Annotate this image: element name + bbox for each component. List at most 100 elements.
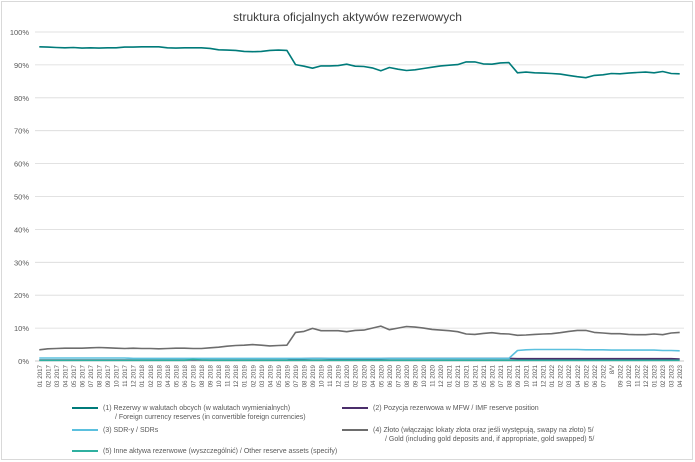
- legend-label-line2: / Foreign currency reserves (in converti…: [115, 414, 306, 421]
- x-tick-label: 04 2023: [677, 364, 684, 387]
- series-line-1: [39, 45, 680, 79]
- x-tick-label: 09 2018: [208, 364, 215, 387]
- series-line-4: [39, 325, 680, 351]
- x-tick-label: 01 2017: [37, 364, 44, 387]
- x-tick-label: 03 2019: [259, 364, 266, 387]
- y-tick-label: 50%: [14, 193, 29, 202]
- x-tick-label: 04 2018: [165, 364, 172, 387]
- x-tick-label: 10 2018: [216, 364, 223, 387]
- x-tick-label: 01 2018: [139, 364, 146, 387]
- x-tick-label: 04 2021: [472, 364, 479, 387]
- chart-title: struktura oficjalnych aktywów rezerwowyc…: [233, 10, 462, 24]
- x-tick-label: 04 2020: [370, 364, 377, 387]
- x-tick-label: 05 2022: [583, 364, 590, 387]
- legend-swatch: [72, 407, 98, 409]
- x-tick-label: 08 2018: [199, 364, 206, 387]
- legend-label: (3) SDR-y / SDRs: [103, 426, 158, 435]
- x-tick-label: 07 2020: [395, 364, 402, 387]
- legend-label: (1) Rezerwy w walutach obcych (w walutac…: [103, 404, 306, 422]
- x-tick-label: 02 2023: [660, 364, 667, 387]
- x-tick-label: 01 2019: [242, 364, 249, 387]
- x-tick-label: 01 2022: [549, 364, 556, 387]
- x-tick-label: 11 2018: [225, 364, 232, 386]
- y-tick-label: 100%: [10, 28, 30, 37]
- y-tick-label: 70%: [14, 127, 29, 136]
- x-tick-label: 01 2020: [344, 364, 351, 387]
- x-tick-label: 08 2019: [301, 364, 308, 387]
- legend-label-line1: (1) Rezerwy w walutach obcych (w walutac…: [103, 405, 291, 412]
- x-tick-label: 03 2023: [669, 364, 676, 387]
- x-tick-label: 08 2021: [506, 364, 513, 387]
- series-line-3: [39, 348, 680, 360]
- y-tick-label: 0%: [18, 357, 29, 366]
- x-tick-label: 01 2023: [652, 364, 659, 387]
- x-tick-label: 12 2019: [336, 364, 343, 387]
- x-tick-label: 07 2021: [498, 364, 505, 387]
- legend-label-line2: / Gold (including gold deposits and, if …: [385, 436, 595, 443]
- x-tick-label: 05 2018: [173, 364, 180, 387]
- x-tick-label: 02 2017: [45, 364, 52, 387]
- x-tick-label: 06 2022: [592, 364, 599, 387]
- x-tick-label: 01 2021: [447, 364, 454, 387]
- x-tick-label: 11 2019: [327, 364, 334, 386]
- y-tick-label: 20%: [14, 291, 29, 300]
- legend-label-line1: (3) SDR-y / SDRs: [103, 427, 159, 434]
- x-tick-label: 02 2022: [558, 364, 565, 387]
- x-tick-label: 10 2021: [524, 364, 531, 387]
- x-tick-label: 02 2019: [250, 364, 257, 387]
- x-tick-label: 06 2021: [489, 364, 496, 387]
- x-tick-label: 12 2020: [438, 364, 445, 387]
- x-tick-label: 11 2021: [532, 364, 539, 386]
- legend-label: (4) Złoto (włączając lokaty złota oraz j…: [373, 426, 594, 444]
- x-tick-label: 10 2019: [319, 364, 326, 387]
- x-tick-label: 03 2017: [54, 364, 61, 387]
- x-tick-label: 05 2021: [481, 364, 488, 387]
- series-line-5: [39, 358, 680, 362]
- x-tick-label: 05 2019: [276, 364, 283, 387]
- x-tick-label: 02 2018: [148, 364, 155, 387]
- x-tick-label: 09 2020: [413, 364, 420, 387]
- x-tick-label: 09 2022: [617, 364, 624, 387]
- x-tick-label: 05 2017: [71, 364, 78, 387]
- x-tick-label: 04 2022: [575, 364, 582, 387]
- x-tick-label: 03 2018: [156, 364, 163, 387]
- x-tick-label: 06 2020: [387, 364, 394, 387]
- x-tick-label: 04 2019: [267, 364, 274, 387]
- legend-label-line1: (2) Pozycja rezerwowa w MFW / IMF reserv…: [373, 405, 539, 412]
- x-tick-label: 12 2022: [643, 364, 650, 387]
- x-tick-label: 12 2021: [541, 364, 548, 387]
- y-tick-label: 60%: [14, 160, 29, 169]
- x-tick-label: 02 2021: [455, 364, 462, 387]
- x-tick-label: 10 2017: [114, 364, 121, 387]
- x-tick-label: 12 2018: [233, 364, 240, 387]
- x-tick-label: 05 2020: [378, 364, 385, 387]
- x-tick-label: 06 2018: [182, 364, 189, 387]
- legend-swatch: [342, 429, 368, 431]
- y-tick-label: 90%: [14, 61, 29, 70]
- legend-label: (5) Inne aktywa rezerwowe (wyszczególnić…: [103, 447, 337, 456]
- x-tick-label: 02 2020: [353, 364, 360, 387]
- x-tick-label: 10 2020: [421, 364, 428, 387]
- legend-label-line1: (4) Złoto (włączając lokaty złota oraz j…: [373, 427, 594, 434]
- y-tick-label: 40%: [14, 225, 29, 234]
- x-tick-label: 8/V: [609, 364, 616, 374]
- x-tick-label: 11 2022: [635, 364, 642, 386]
- x-tick-label: 07 2018: [190, 364, 197, 387]
- x-tick-label: 06 2017: [79, 364, 86, 387]
- x-tick-label: 10 2022: [626, 364, 633, 387]
- x-tick-label: 11 2017: [122, 364, 129, 386]
- x-tick-label: 04 2017: [62, 364, 69, 387]
- x-tick-label: 03 2021: [464, 364, 471, 387]
- x-tick-label: 03 2020: [361, 364, 368, 387]
- legend-swatch: [72, 450, 98, 452]
- x-tick-label: 12 2017: [131, 364, 138, 387]
- y-tick-label: 80%: [14, 94, 29, 103]
- legend-swatch: [342, 407, 368, 409]
- x-tick-label: 03 2022: [566, 364, 573, 387]
- legend-label-line1: (5) Inne aktywa rezerwowe (wyszczególnić…: [103, 448, 338, 455]
- y-tick-label: 10%: [14, 324, 29, 333]
- x-tick-label: 09 2019: [310, 364, 317, 387]
- x-tick-label: 09 2021: [515, 364, 522, 387]
- legend-swatch: [72, 429, 98, 431]
